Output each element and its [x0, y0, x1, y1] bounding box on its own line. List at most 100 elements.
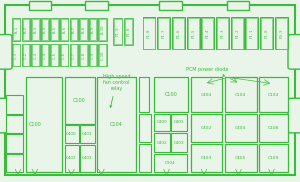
Bar — [80, 145, 94, 172]
Bar — [231, 17, 244, 49]
Text: F1.9: F1.9 — [116, 27, 120, 36]
Bar — [226, 1, 249, 10]
Text: C401: C401 — [174, 120, 184, 124]
Text: C.4: C.4 — [43, 52, 47, 59]
Bar — [79, 18, 88, 41]
Text: F1.8: F1.8 — [147, 28, 151, 38]
Bar — [42, 44, 48, 66]
Bar — [191, 114, 222, 142]
Text: C400: C400 — [66, 132, 77, 136]
Bar — [246, 18, 257, 49]
Bar — [6, 154, 23, 172]
Bar — [98, 44, 107, 66]
Bar — [275, 17, 288, 49]
Bar — [142, 17, 155, 49]
Bar — [6, 115, 23, 133]
Bar — [64, 77, 94, 124]
Bar — [259, 144, 288, 172]
Text: C904: C904 — [165, 161, 176, 165]
Bar — [22, 19, 29, 40]
Text: C.7: C.7 — [72, 52, 76, 59]
Bar — [157, 17, 170, 49]
Text: F1.6: F1.6 — [176, 28, 180, 38]
Text: C402: C402 — [201, 126, 212, 130]
Bar — [32, 44, 39, 66]
Bar — [188, 18, 199, 49]
Text: C400: C400 — [156, 120, 167, 124]
Bar — [13, 44, 20, 66]
Bar — [173, 18, 184, 49]
Bar — [80, 19, 87, 40]
Bar — [89, 18, 97, 41]
Text: C402: C402 — [156, 141, 167, 145]
Bar — [154, 77, 188, 112]
Bar — [70, 44, 78, 66]
Bar — [12, 44, 20, 66]
Text: F1.5: F1.5 — [191, 28, 195, 38]
Bar — [70, 44, 77, 66]
Text: F1.3: F1.3 — [220, 28, 224, 38]
Text: B.10: B.10 — [100, 25, 105, 34]
Text: C405: C405 — [235, 156, 246, 160]
Bar — [61, 44, 68, 66]
Text: C104: C104 — [110, 122, 123, 127]
Bar — [216, 17, 229, 49]
Bar — [171, 133, 187, 152]
Bar — [217, 18, 228, 49]
Bar — [51, 19, 58, 40]
Bar — [261, 18, 272, 49]
Bar — [154, 154, 187, 172]
Text: F1.1: F1.1 — [250, 28, 254, 38]
Bar — [124, 18, 133, 45]
Text: C404: C404 — [235, 126, 246, 130]
Text: B.7: B.7 — [72, 26, 76, 33]
Bar — [31, 18, 40, 41]
Bar — [85, 1, 108, 10]
Text: C401: C401 — [82, 132, 92, 136]
Bar — [80, 125, 94, 143]
Text: B.5: B.5 — [52, 26, 57, 33]
Text: B.1: B.1 — [14, 26, 18, 33]
Text: F1.4: F1.4 — [206, 28, 210, 38]
Text: C104: C104 — [268, 93, 279, 97]
Bar — [225, 114, 256, 142]
Bar — [158, 18, 169, 49]
Text: B.6: B.6 — [62, 26, 66, 33]
Bar — [50, 18, 59, 41]
Bar — [42, 19, 48, 40]
Bar — [90, 44, 96, 66]
Text: C.1: C.1 — [14, 52, 18, 59]
Bar — [22, 44, 29, 66]
Bar — [276, 18, 287, 49]
Bar — [139, 114, 151, 142]
Bar — [201, 17, 214, 49]
Text: F1.8: F1.8 — [127, 27, 131, 36]
Bar — [22, 18, 30, 41]
Bar — [139, 77, 149, 112]
Text: B.2: B.2 — [24, 26, 28, 33]
Text: B.3: B.3 — [33, 26, 38, 33]
Bar — [172, 17, 185, 49]
Bar — [80, 44, 87, 66]
Bar — [13, 19, 20, 40]
Text: C.6: C.6 — [62, 52, 66, 59]
Bar — [99, 19, 106, 40]
Bar — [41, 18, 49, 41]
Text: C100: C100 — [165, 92, 177, 97]
Text: C404: C404 — [201, 93, 212, 97]
Bar — [12, 18, 20, 41]
Bar — [143, 18, 155, 49]
Bar — [154, 133, 170, 152]
Text: C.10: C.10 — [100, 50, 105, 60]
Text: F0.9: F0.9 — [279, 28, 283, 38]
Bar — [6, 95, 23, 114]
Bar — [260, 17, 273, 49]
FancyBboxPatch shape — [288, 98, 300, 133]
Bar — [98, 18, 107, 41]
Bar — [154, 114, 170, 131]
Text: C108: C108 — [268, 126, 279, 130]
Bar — [99, 44, 106, 66]
Bar — [113, 18, 122, 45]
Bar — [28, 1, 51, 10]
Bar — [97, 77, 136, 172]
